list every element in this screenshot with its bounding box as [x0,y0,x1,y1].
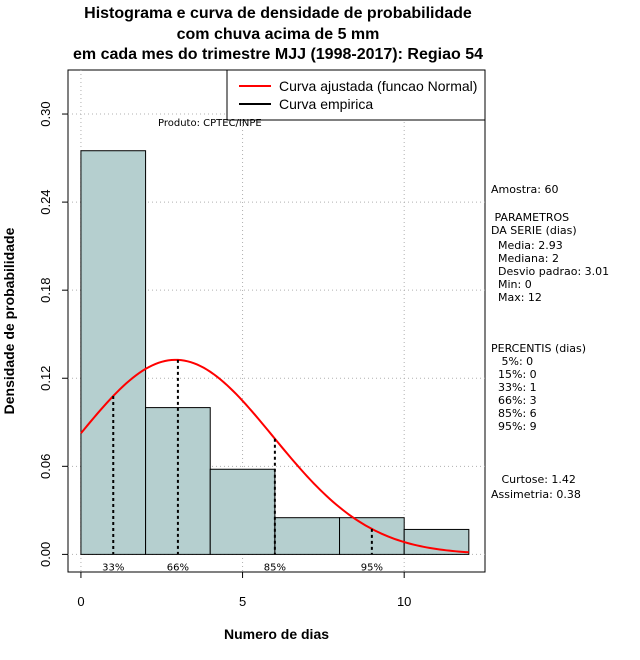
chart-title-line-1: Histograma e curva de densidade de proba… [84,5,472,22]
y-tick-label: 0.12 [38,366,53,391]
y-tick-label: 0.30 [38,101,53,126]
x-tick-label: 0 [77,594,84,609]
y-tick-label: 0.18 [38,278,53,303]
y-axis-title: Densidade de probabilidade [1,227,17,414]
percentis-header: PERCENTIS (dias) [491,342,587,355]
percentis-values: 5%: 0 15%: 0 33%: 1 66%: 3 85%: 6 95%: 9 [497,355,537,433]
assimetria-value: Assimetria: 0.38 [491,488,581,501]
curtose-value: Curtose: 1.42 [491,473,576,486]
legend-box [226,69,486,121]
x-tick-label: 10 [397,594,411,609]
params-header: PARAMETROS DA SERIE (dias) [491,211,577,237]
credit-label: Produto: CPTEC/INPE [158,118,262,129]
x-tick-label: 5 [239,594,246,609]
percentile-label: 95% [361,562,383,573]
chart-title-line-3: em cada mes do trimestre MJJ (1998-2017)… [73,46,483,63]
legend-label: Curva empirica [279,96,373,112]
percentile-label: 66% [167,562,189,573]
chart-title-line-2: com chuva acima de 5 mm [176,26,380,43]
sample-size: Amostra: 60 [491,183,559,196]
params-values: Media: 2.93 Mediana: 2 Desvio padrao: 3.… [497,239,610,304]
x-axis-title: Numero de dias [224,626,329,642]
y-tick-label: 0.00 [38,542,53,567]
legend-label: Curva ajustada (funcao Normal) [279,78,477,94]
y-tick-label: 0.24 [38,189,53,214]
percentile-label: 33% [102,562,124,573]
y-tick-label: 0.06 [38,454,53,479]
histogram-bar [209,468,276,555]
histogram-bar [274,517,341,555]
percentile-label: 85% [264,562,286,573]
